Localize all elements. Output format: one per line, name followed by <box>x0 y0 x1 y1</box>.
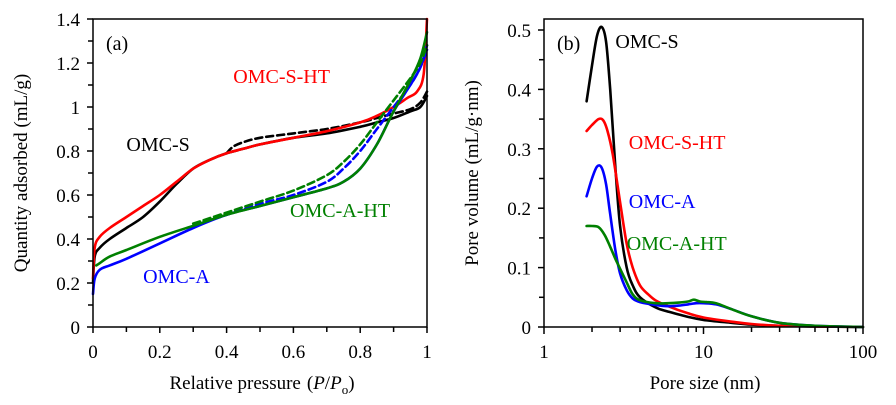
label-omc-a: OMC-A <box>629 191 696 213</box>
x-title-p: P <box>312 373 325 394</box>
label-omc-s: OMC-S <box>615 31 678 53</box>
series-omc-s-ht-adsorption <box>91 17 429 280</box>
label-omc-s: OMC-S <box>126 134 189 156</box>
y-tick-label: 0.2 <box>507 199 531 220</box>
y-tick-label: 0.4 <box>56 230 80 251</box>
x-tick-label: 0.6 <box>282 342 306 363</box>
panel-a-ticks: 0 0.2 0.4 0.6 0.8 1 0 0.2 0.4 0.6 0.8 1 1.2 1.4 <box>56 10 432 363</box>
label-omc-a: OMC-A <box>143 266 210 288</box>
y-tick-label: 0.4 <box>507 80 531 101</box>
y-tick-label: 0.6 <box>56 186 80 207</box>
panel-a-x-axis-title: Relative pressure (P/Po) <box>169 373 354 397</box>
panel-a-y-axis-title: Quantity adsorbed (mL/g) <box>11 74 32 272</box>
x-tick-label: 0.4 <box>215 342 239 363</box>
series-omc-a-ht-desorption <box>191 44 429 225</box>
panel-a-annotations: OMC-S OMC-S-HT OMC-A-HT OMC-A <box>126 66 390 288</box>
y-tick-label: 0.8 <box>56 142 80 163</box>
y-tick-label: 1 <box>71 98 81 119</box>
x-tick-label: 1 <box>539 342 549 363</box>
panel-b-ticks: 1 10 100 0 0.1 0.2 0.3 0.4 0.5 <box>507 21 877 363</box>
panel-a-isotherm-chart: 0 0.2 0.4 0.6 0.8 1 0 0.2 0.4 0.6 0.8 1 1.2 1.4 (a) O… <box>11 10 432 397</box>
label-omc-s-ht: OMC-S-HT <box>629 132 726 154</box>
y-tick-label: 0 <box>522 318 532 339</box>
y-tick-label: 0.1 <box>507 259 531 280</box>
y-tick-label: 0.5 <box>507 21 531 42</box>
series-omc-s <box>585 25 865 329</box>
panel-a-series-group <box>91 17 429 296</box>
y-tick-label: 1.2 <box>56 54 80 75</box>
y-tick-label: 0.3 <box>507 140 531 161</box>
x-title-open: ( <box>307 373 313 394</box>
x-title-po: P <box>329 373 342 394</box>
panel-b-series-group <box>585 25 865 329</box>
panel-b-pore-size-chart: 1 10 100 0 0.1 0.2 0.3 0.4 0.5 (b) OMC-S OMC-S-HT… <box>462 18 877 394</box>
x-title-main: Relative pressure <box>169 373 300 394</box>
label-omc-a-ht: OMC-A-HT <box>290 200 390 222</box>
y-tick-label: 0.2 <box>56 274 80 295</box>
series-omc-s-ht <box>585 117 865 329</box>
panel-b-label: (b) <box>557 33 580 55</box>
series-omc-a-ht-adsorption <box>95 30 429 267</box>
panel-a-label: (a) <box>106 33 128 55</box>
x-title-sub: o <box>342 382 349 397</box>
series-omc-a-desorption <box>191 48 429 228</box>
label-omc-a-ht: OMC-A-HT <box>627 233 727 255</box>
x-tick-label: 0 <box>88 342 98 363</box>
panel-b-annotations: OMC-S OMC-S-HT OMC-A OMC-A-HT <box>615 31 726 255</box>
x-tick-label: 0.2 <box>148 342 172 363</box>
x-tick-label: 1 <box>422 342 432 363</box>
x-tick-label: 10 <box>694 342 713 363</box>
x-title-slash: / <box>325 373 331 394</box>
y-tick-label: 1.4 <box>56 10 80 31</box>
panel-b-x-axis-title: Pore size (nm) <box>650 373 761 394</box>
panel-b-y-axis-title: Pore volume (mL/g·nm) <box>462 80 483 266</box>
label-omc-s-ht: OMC-S-HT <box>233 66 330 88</box>
x-title-close: ) <box>348 373 354 394</box>
x-tick-label: 0.8 <box>348 342 372 363</box>
series-omc-a-ht <box>585 224 865 329</box>
x-tick-label: 100 <box>849 342 878 363</box>
y-tick-label: 0 <box>71 318 81 339</box>
